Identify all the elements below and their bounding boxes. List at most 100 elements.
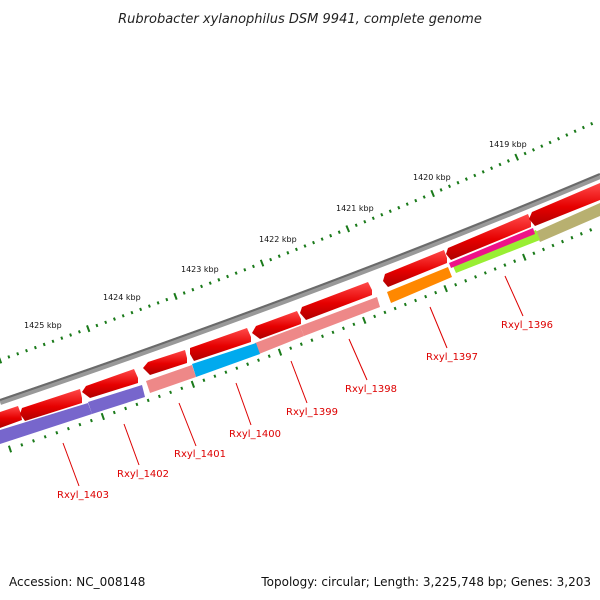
scale-tick — [540, 144, 544, 148]
gene-bar-rxyl-1401 — [146, 365, 196, 393]
gene-label: Rxyl_1403 — [57, 490, 109, 501]
leader-line — [178, 402, 197, 447]
gene-bar-rxyl-1397 — [387, 267, 452, 303]
scale-tick — [78, 422, 82, 427]
leader-line — [235, 382, 252, 426]
scale-tick — [146, 398, 150, 403]
gene-bar-rxyl-1396 — [535, 203, 600, 242]
scale-tick — [294, 247, 298, 252]
scale-tick — [405, 202, 409, 206]
scale-tick — [190, 380, 196, 388]
forward-gene-arrow — [446, 214, 531, 260]
scale-tick — [251, 264, 255, 269]
scale-tick — [362, 316, 367, 324]
scale-tick — [556, 136, 561, 141]
scale-tick — [234, 271, 238, 275]
scale-tick — [424, 294, 428, 299]
scale-tick — [483, 271, 487, 275]
scale-tick — [104, 320, 108, 325]
scale-tick — [60, 336, 64, 340]
scale-tick — [310, 338, 314, 342]
scale-tick — [217, 278, 221, 282]
leader-line — [429, 306, 448, 349]
genome-summary-text: Topology: circular; Length: 3,225,748 bp… — [260, 575, 591, 589]
scale-tick — [331, 330, 335, 335]
scale-tick — [474, 275, 478, 279]
scale-tick — [388, 209, 392, 213]
scale-tick — [95, 323, 99, 328]
kbp-labels: 1425 kbp 1424 kbp 1423 kbp 1422 kbp 1421… — [24, 140, 527, 330]
scale-tick — [581, 125, 585, 130]
scale-tick — [397, 205, 401, 210]
scale-tick — [89, 418, 93, 423]
scale-tick — [16, 352, 20, 356]
scale-tick — [341, 326, 345, 331]
gene-labels: Rxyl_1396 Rxyl_1397 Rxyl_1398 Rxyl_1399 … — [57, 320, 553, 501]
scale-tick — [173, 292, 178, 300]
scale-tick — [414, 198, 418, 203]
gene-bar-rxyl-1399 — [255, 326, 304, 354]
scale-tick — [430, 189, 435, 198]
genome-backbone-shade — [0, 173, 600, 401]
leader-line — [123, 423, 140, 466]
genome-backbone — [0, 173, 600, 405]
scale-tick — [25, 348, 28, 353]
kbp-label: 1425 kbp — [24, 321, 62, 330]
scale-tick — [393, 306, 397, 311]
scale-tick — [43, 435, 47, 439]
forward-gene-arrow — [20, 389, 82, 421]
scale-tick — [135, 402, 139, 407]
scale-tick — [522, 253, 527, 261]
scale-tick — [191, 287, 195, 292]
forward-gene-arrow — [0, 406, 22, 428]
scale-tick — [202, 378, 206, 383]
scale-tick — [100, 412, 105, 421]
scale-tick — [277, 254, 281, 258]
gene-label: Rxyl_1396 — [501, 320, 553, 331]
forward-gene-arrow — [529, 183, 600, 226]
scale-tick — [303, 244, 307, 248]
scale-tick — [208, 281, 212, 285]
scale-tick — [380, 212, 384, 217]
scale-tick — [551, 243, 555, 248]
scale-tick — [226, 274, 230, 279]
gene-bar-rxyl-1400 — [192, 343, 260, 377]
scale-tick — [7, 355, 11, 359]
outer-tick-track — [0, 121, 594, 364]
scale-tick — [422, 195, 426, 199]
kbp-label: 1422 kbp — [259, 235, 297, 244]
scale-tick — [464, 177, 468, 181]
forward-gene-arrow — [190, 328, 251, 361]
scale-tick — [55, 430, 59, 435]
scale-tick — [277, 348, 283, 356]
scale-tick — [157, 394, 161, 399]
scale-tick — [503, 263, 507, 267]
scale-tick — [354, 223, 358, 227]
scale-tick — [579, 232, 583, 236]
scale-tick — [130, 310, 134, 315]
scale-tick — [243, 268, 247, 272]
forward-gene-arrow — [383, 250, 447, 287]
scale-tick — [345, 225, 351, 233]
scale-tick — [383, 310, 387, 315]
scale-tick — [573, 129, 577, 134]
scale-tick — [180, 386, 184, 391]
forward-gene-arrow — [143, 350, 187, 375]
scale-tick — [299, 342, 303, 346]
scale-tick — [464, 279, 468, 283]
scale-tick — [213, 374, 217, 378]
scale-tick — [532, 251, 536, 256]
scale-tick — [447, 184, 452, 189]
gene-label: Rxyl_1398 — [345, 384, 397, 395]
scale-tick — [456, 180, 460, 185]
scale-tick — [434, 290, 438, 295]
label-leaders — [62, 275, 524, 487]
kbp-label: 1424 kbp — [103, 293, 141, 302]
accession-text: Accession: NC_008148 — [9, 575, 145, 589]
scale-tick — [541, 247, 546, 252]
scale-tick — [481, 170, 485, 174]
scale-tick — [77, 330, 81, 334]
gene-label: Rxyl_1397 — [426, 352, 478, 363]
scale-tick — [473, 173, 477, 178]
forward-gene-arrow — [82, 369, 138, 398]
